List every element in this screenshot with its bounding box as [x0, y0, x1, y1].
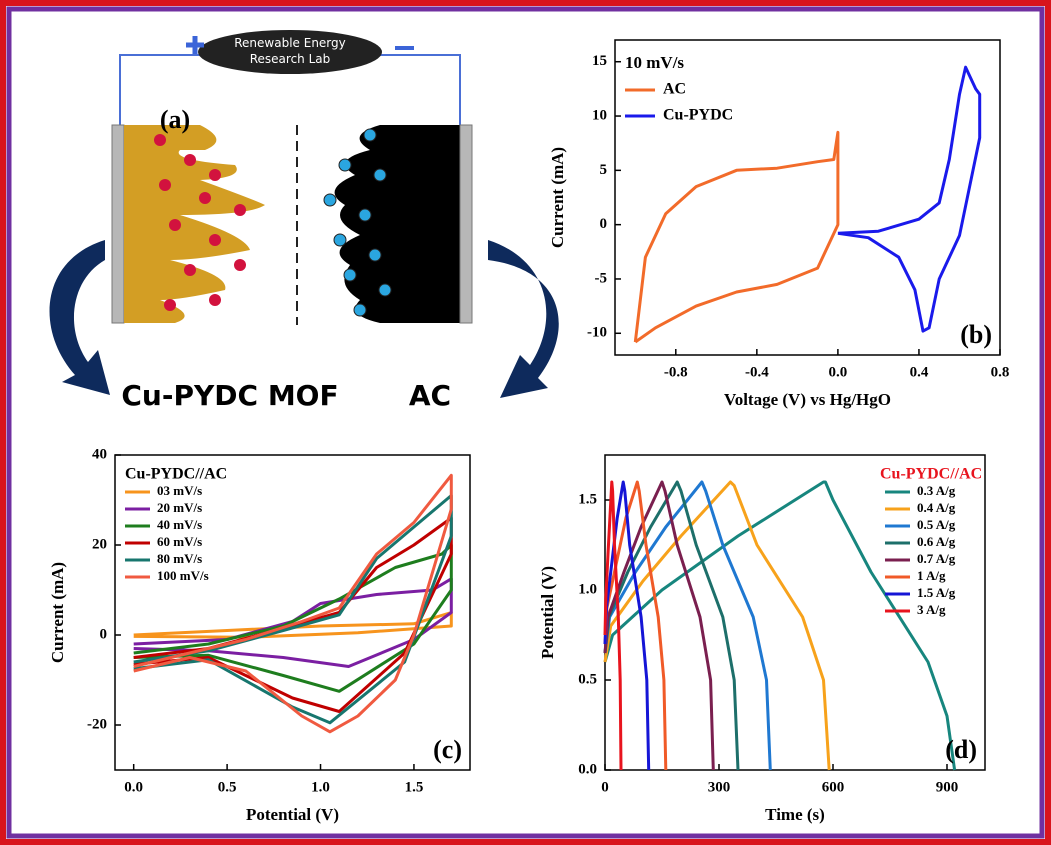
plus-sign	[186, 36, 204, 54]
panel-label: (b)	[960, 320, 992, 349]
electrode	[459, 124, 473, 324]
y-tick-label: 5	[600, 162, 608, 178]
series-line	[837, 65, 982, 333]
series-line	[603, 480, 668, 771]
y-tick-label: 0	[600, 216, 608, 232]
x-tick-label: 0.4	[910, 364, 929, 380]
series-line	[603, 480, 651, 771]
legend-label: 0.4 A/g	[917, 500, 956, 515]
legend-label: 0.3 A/g	[917, 483, 956, 498]
legend-label: AC	[663, 81, 686, 98]
arrow	[488, 240, 559, 398]
x-tick-label: -0.4	[745, 364, 769, 380]
mof-layer	[124, 125, 265, 323]
x-tick-label: 0.0	[124, 779, 143, 795]
series-line	[603, 480, 831, 771]
y-tick-label: 0	[100, 626, 108, 642]
x-tick-label: 300	[708, 779, 731, 795]
x-tick-label: 600	[822, 779, 845, 795]
x-tick-label: 1.0	[311, 779, 330, 795]
plot-frame	[114, 454, 471, 771]
panel-label: (d)	[945, 735, 977, 764]
y-axis-label: Current (mA)	[48, 562, 67, 663]
schematic: Renewable Energy Research Lab (a) Cu-PYD…	[49, 30, 559, 412]
y-axis-label: Current (mA)	[548, 147, 567, 248]
y-tick-label: 15	[592, 53, 607, 69]
inner-frame	[6, 6, 1045, 839]
x-axis-label: Voltage (V) vs Hg/HgO	[724, 390, 891, 409]
legend-label: 40 mV/s	[157, 517, 202, 532]
x-axis-label: Potential (V)	[246, 805, 339, 824]
legend-label: 20 mV/s	[157, 500, 202, 515]
legend-label: Cu-PYDC	[663, 107, 733, 124]
series-line	[133, 473, 453, 734]
y-tick-label: -20	[87, 716, 107, 732]
y-tick-label: 1.5	[578, 491, 597, 507]
x-tick-label: 1.5	[405, 779, 424, 795]
y-tick-label: -5	[595, 270, 608, 286]
ac-layer	[334, 125, 460, 323]
y-tick-label: -10	[587, 325, 607, 341]
x-tick-label: 0.0	[829, 364, 848, 380]
legend-label: 60 mV/s	[157, 534, 202, 549]
legend-label: 0.5 A/g	[917, 517, 956, 532]
legend-label: 0.7 A/g	[917, 551, 956, 566]
arrow	[49, 240, 110, 395]
y-axis-label: Potential (V)	[538, 566, 557, 659]
panel-label: (c)	[433, 735, 462, 764]
y-tick-label: 0.5	[578, 671, 597, 687]
x-tick-label: 900	[936, 779, 959, 795]
battery	[198, 30, 382, 74]
x-tick-label: -0.8	[664, 364, 688, 380]
legend-label: 3 A/g	[917, 602, 946, 617]
ions	[323, 128, 392, 317]
series-line	[633, 130, 840, 344]
legend-label: 1.5 A/g	[917, 585, 956, 600]
y-tick-label: 0.0	[578, 761, 597, 777]
y-tick-label: 40	[92, 446, 107, 462]
electrode	[111, 124, 125, 324]
x-tick-label: 0.8	[991, 364, 1010, 380]
legend-title: Cu-PYDC//AC	[880, 466, 982, 483]
y-tick-label: 10	[592, 107, 607, 123]
series-line	[603, 480, 623, 771]
legend-title: 10 mV/s	[625, 53, 684, 72]
x-tick-label: 0.5	[218, 779, 237, 795]
legend-title: Cu-PYDC//AC	[125, 466, 227, 483]
plot-frame	[614, 39, 1001, 356]
material-label: Cu-PYDC MOF	[121, 379, 338, 412]
battery-label: Research Lab	[250, 52, 331, 66]
x-tick-label: 0	[601, 779, 609, 795]
legend-label: 1 A/g	[917, 568, 946, 583]
series-line	[603, 480, 772, 771]
battery-label: Renewable Energy	[234, 36, 346, 50]
legend-label: 80 mV/s	[157, 551, 202, 566]
legend-label: 03 mV/s	[157, 483, 202, 498]
y-tick-label: 1.0	[578, 581, 597, 597]
y-tick-label: 20	[92, 536, 107, 552]
series-line	[603, 480, 957, 771]
panel-label: (a)	[160, 105, 190, 134]
legend-label: 0.6 A/g	[917, 534, 956, 549]
material-label: AC	[409, 379, 451, 412]
x-axis-label: Time (s)	[765, 805, 825, 824]
legend-label: 100 mV/s	[157, 568, 209, 583]
ions	[154, 134, 246, 311]
